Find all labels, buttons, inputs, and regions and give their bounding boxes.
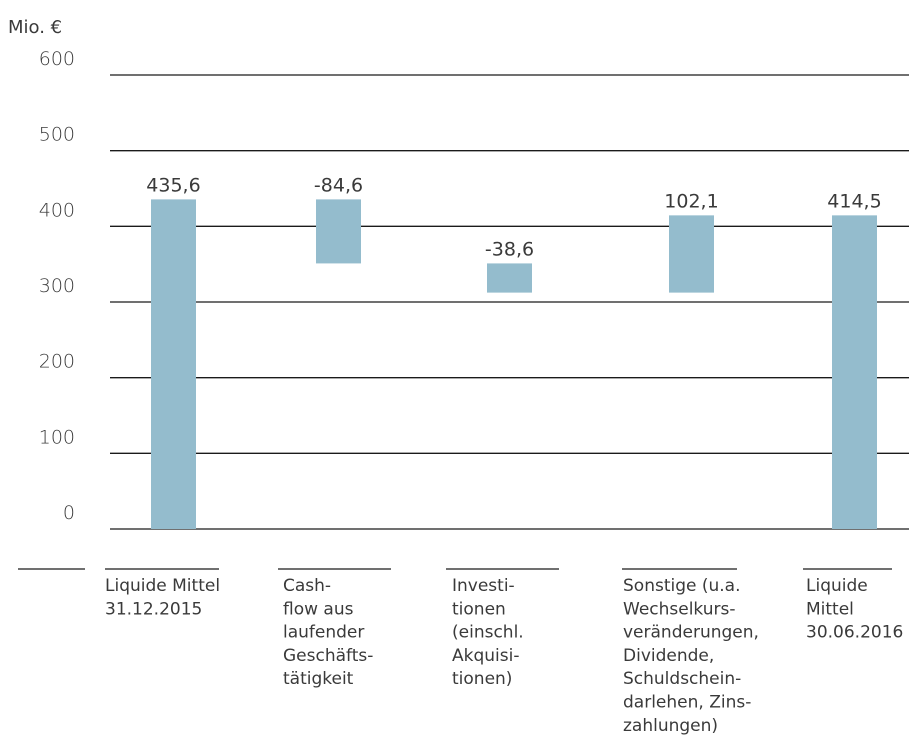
bar-value-label: 435,6	[146, 174, 200, 196]
y-tick-label: 0	[63, 502, 75, 524]
y-tick-label: 400	[39, 199, 75, 221]
bar-value-label: 414,5	[827, 190, 881, 212]
category-label-5: Liquide Mittel 30.06.2016	[806, 576, 903, 643]
category-label-2: Cash-flow aus laufender Geschäfts-tätigkei…	[283, 576, 373, 689]
y-axis-unit-label: Mio. €	[8, 17, 62, 38]
y-axis-tick-labels: 0 100 200 300 400 500 600	[39, 48, 75, 524]
y-tick-label: 600	[39, 48, 75, 70]
y-tick-label: 100	[39, 426, 75, 448]
category-label-4: Sonstige (u.a. Wechselkurs-veränderungen,…	[623, 576, 759, 736]
y-tick-label: 500	[39, 124, 75, 146]
bar-value-label: -84,6	[314, 174, 363, 196]
y-tick-label: 200	[39, 351, 75, 373]
bar-2	[316, 199, 361, 264]
bar-5	[832, 215, 877, 529]
category-label-3: Investi-tionen (einschl. Akquisi-tionen)	[452, 576, 524, 689]
value-labels: 435,6 -84,6 -38,6 102,1 414,5	[146, 174, 881, 260]
gridlines	[110, 74, 909, 530]
bar-value-label: -38,6	[485, 238, 534, 260]
category-label-1: Liquide Mittel 31.12.2015	[105, 576, 220, 619]
category-labels: Liquide Mittel 31.12.2015 Cash-flow aus lau…	[105, 576, 903, 736]
bar-1	[151, 199, 196, 529]
bars	[151, 199, 877, 529]
bar-4	[669, 215, 714, 293]
bar-3	[487, 263, 532, 293]
y-tick-label: 300	[39, 275, 75, 297]
bar-value-label: 102,1	[664, 190, 718, 212]
